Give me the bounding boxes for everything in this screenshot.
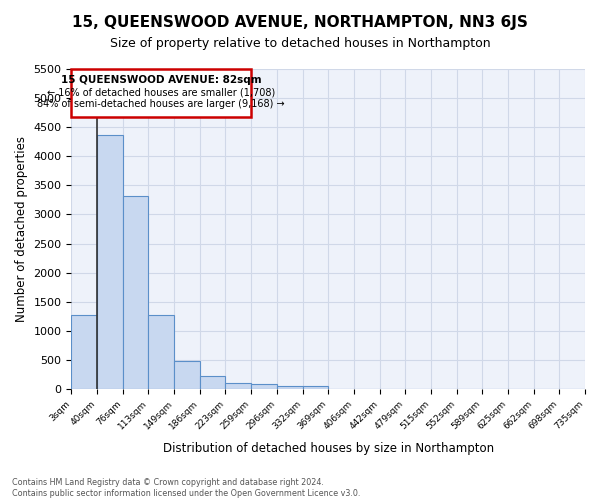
- Bar: [200, 376, 226, 389]
- Bar: [226, 382, 251, 389]
- Bar: [97, 136, 123, 389]
- Bar: [174, 360, 200, 389]
- Bar: [71, 315, 97, 389]
- Bar: [251, 384, 277, 389]
- Bar: [123, 196, 148, 389]
- FancyBboxPatch shape: [71, 69, 251, 116]
- Bar: [302, 386, 328, 389]
- Y-axis label: Number of detached properties: Number of detached properties: [15, 136, 28, 322]
- Text: 15 QUEENSWOOD AVENUE: 82sqm: 15 QUEENSWOOD AVENUE: 82sqm: [61, 75, 262, 85]
- Text: 15, QUEENSWOOD AVENUE, NORTHAMPTON, NN3 6JS: 15, QUEENSWOOD AVENUE, NORTHAMPTON, NN3 …: [72, 15, 528, 30]
- Text: 84% of semi-detached houses are larger (9,168) →: 84% of semi-detached houses are larger (…: [37, 98, 285, 108]
- Text: Size of property relative to detached houses in Northampton: Size of property relative to detached ho…: [110, 38, 490, 51]
- Text: Contains HM Land Registry data © Crown copyright and database right 2024.
Contai: Contains HM Land Registry data © Crown c…: [12, 478, 361, 498]
- X-axis label: Distribution of detached houses by size in Northampton: Distribution of detached houses by size …: [163, 442, 494, 455]
- Bar: [277, 386, 302, 389]
- Bar: [148, 315, 174, 389]
- Text: ← 16% of detached houses are smaller (1,708): ← 16% of detached houses are smaller (1,…: [47, 87, 275, 97]
